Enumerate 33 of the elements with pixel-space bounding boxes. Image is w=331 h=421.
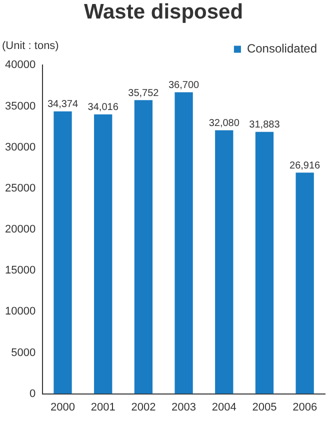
data-label: 34,016	[88, 102, 119, 114]
bar	[134, 100, 153, 394]
y-tick-label: 40000	[4, 59, 36, 72]
x-tick-label: 2005	[252, 401, 277, 414]
data-label: 34,374	[47, 99, 78, 110]
y-tick-label: 25000	[4, 182, 36, 194]
bar	[174, 92, 193, 394]
bar	[215, 130, 234, 394]
x-tick-label: 2004	[212, 401, 236, 414]
y-tick-label: 15000	[4, 264, 36, 277]
bar	[255, 132, 274, 394]
y-tick-label: 30000	[4, 141, 36, 154]
chart-title: Waste disposed	[84, 0, 244, 24]
y-tick-label: 35000	[4, 100, 36, 112]
data-label: 35,752	[128, 88, 160, 99]
bar	[296, 172, 314, 394]
x-tick-label: 2003	[172, 401, 196, 414]
y-tick-label: 10000	[4, 306, 36, 318]
y-tick-label: 20000	[4, 224, 36, 236]
y-tick-label: 5000	[11, 346, 36, 359]
y-axis-title: (Unit : tons)	[2, 40, 59, 52]
data-label: 32,080	[208, 118, 240, 130]
x-tick-label: 2006	[292, 401, 318, 414]
x-tick-label: 2002	[131, 401, 156, 414]
x-tick-label: 2000	[50, 401, 76, 414]
bar	[94, 114, 112, 394]
legend-label: Consolidated	[246, 42, 318, 56]
data-label: 36,700	[168, 80, 200, 92]
data-label: 26,916	[290, 160, 321, 172]
y-tick-label: 0	[29, 388, 36, 400]
data-label: 31,883	[249, 120, 280, 131]
bar	[54, 111, 72, 394]
x-tick-label: 2001	[90, 401, 116, 414]
